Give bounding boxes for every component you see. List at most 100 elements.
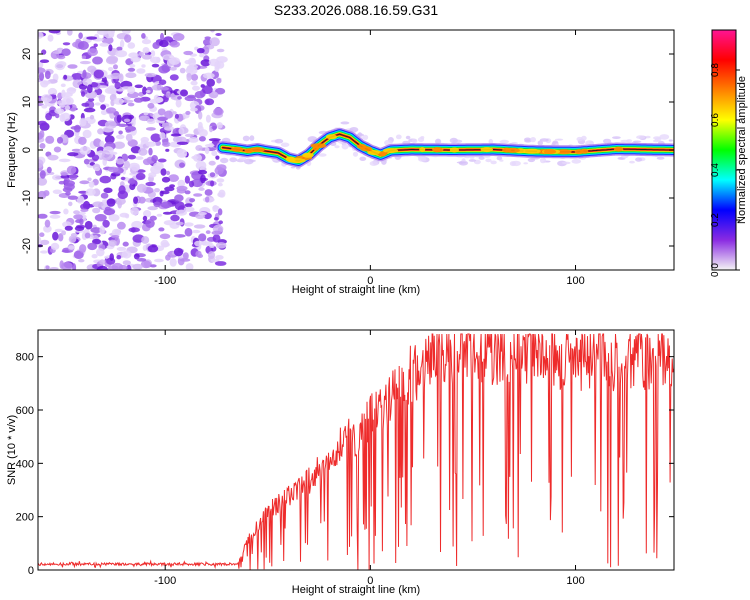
- noise-blob: [215, 155, 220, 160]
- ridge-peak-blob: [312, 145, 319, 151]
- noise-blob: [82, 129, 92, 139]
- noise-blob: [92, 201, 104, 208]
- noise-blob: [125, 72, 137, 79]
- ridge-halo-blob: [511, 160, 521, 167]
- noise-blob: [145, 219, 155, 228]
- ridge-halo-blob: [274, 138, 284, 144]
- noise-blob: [185, 263, 194, 270]
- noise-blob: [39, 239, 50, 245]
- noise-blob: [92, 207, 101, 214]
- noise-blob: [205, 114, 211, 123]
- ridge-halo-blob: [561, 161, 571, 165]
- noise-blob: [136, 183, 147, 193]
- noise-blob: [118, 123, 128, 128]
- noise-blob: [151, 155, 158, 162]
- noise-blob: [216, 48, 225, 53]
- noise-blob: [117, 221, 126, 230]
- spectrogram-y-tick-label: 20: [21, 48, 33, 60]
- noise-blob: [157, 116, 169, 122]
- noise-blob: [83, 158, 90, 165]
- noise-blob: [41, 49, 47, 55]
- noise-blob: [39, 59, 50, 63]
- noise-blob: [154, 258, 164, 263]
- noise-blob: [159, 132, 166, 140]
- noise-blob: [68, 235, 77, 243]
- noise-blob: [202, 72, 215, 79]
- noise-blob: [186, 72, 192, 82]
- noise-blob: [214, 261, 227, 266]
- noise-blob: [208, 91, 219, 99]
- noise-blob: [52, 231, 59, 241]
- noise-blob: [190, 107, 198, 112]
- noise-blob: [106, 198, 116, 207]
- noise-blob: [91, 254, 98, 259]
- ridge-halo-blob: [435, 138, 442, 145]
- noise-blob: [118, 130, 123, 135]
- ridge-halo-blob: [417, 155, 427, 161]
- figure-title: S233.2026.088.16.59.G31: [274, 2, 438, 18]
- noise-blob: [50, 242, 60, 250]
- ridge-peak-blob: [244, 148, 253, 154]
- noise-blob: [175, 209, 187, 216]
- noise-blob: [199, 53, 205, 58]
- noise-blob: [140, 260, 152, 269]
- noise-blob: [143, 210, 152, 218]
- noise-blob: [209, 244, 215, 249]
- noise-blob: [57, 55, 66, 60]
- ridge-peak-blob: [543, 149, 556, 155]
- noise-blob: [118, 264, 128, 270]
- snr-x-axis-label: Height of straight line (km): [292, 584, 420, 596]
- noise-blob: [131, 220, 143, 229]
- ridge-halo-blob: [537, 140, 543, 146]
- spectrogram-y-tick-label: 0: [21, 147, 33, 153]
- noise-blob: [160, 201, 173, 209]
- noise-blob: [169, 258, 177, 267]
- noise-blob: [197, 212, 207, 216]
- snr-y-tick-label: 200: [16, 512, 34, 524]
- ridge-halo-blob: [244, 158, 254, 165]
- noise-blob: [49, 267, 59, 270]
- noise-blob: [129, 64, 136, 68]
- noise-blob: [62, 96, 74, 106]
- noise-blob: [96, 265, 108, 270]
- noise-blob: [38, 120, 47, 126]
- noise-blob: [126, 264, 132, 270]
- ridge-peak-blob: [383, 148, 399, 154]
- noise-blob: [204, 36, 211, 40]
- noise-blob: [175, 99, 182, 108]
- noise-blob: [38, 213, 48, 219]
- noise-blob: [218, 182, 223, 187]
- ridge-peak-blob: [325, 134, 338, 140]
- ridge-halo-blob: [499, 139, 509, 144]
- noise-blob: [99, 259, 106, 265]
- noise-blob: [185, 110, 191, 115]
- noise-blob: [184, 203, 193, 208]
- ridge-peak-blob: [505, 147, 520, 153]
- noise-blob: [122, 241, 129, 247]
- ridge-halo-blob: [612, 136, 621, 140]
- noise-blob: [38, 132, 43, 140]
- noise-blob: [103, 187, 113, 194]
- noise-blob: [216, 56, 228, 63]
- noise-blob: [54, 108, 65, 114]
- noise-blob: [196, 48, 205, 54]
- noise-blob: [60, 83, 66, 88]
- noise-blob: [189, 198, 196, 203]
- noise-blob: [214, 61, 221, 70]
- noise-blob: [138, 148, 148, 156]
- noise-blob: [52, 189, 62, 195]
- noise-blob: [87, 97, 95, 102]
- noise-blob: [86, 36, 98, 40]
- noise-blob: [71, 148, 82, 152]
- noise-blob: [54, 228, 63, 233]
- noise-blob: [154, 140, 161, 146]
- noise-blob: [77, 41, 89, 50]
- ridge-halo-blob: [449, 137, 458, 144]
- noise-blob: [193, 193, 203, 197]
- noise-blob: [130, 56, 141, 63]
- noise-blob: [216, 77, 222, 84]
- noise-blob: [45, 112, 52, 121]
- noise-blob: [53, 146, 62, 153]
- ridge-halo-blob: [352, 151, 359, 157]
- noise-blob: [161, 122, 173, 129]
